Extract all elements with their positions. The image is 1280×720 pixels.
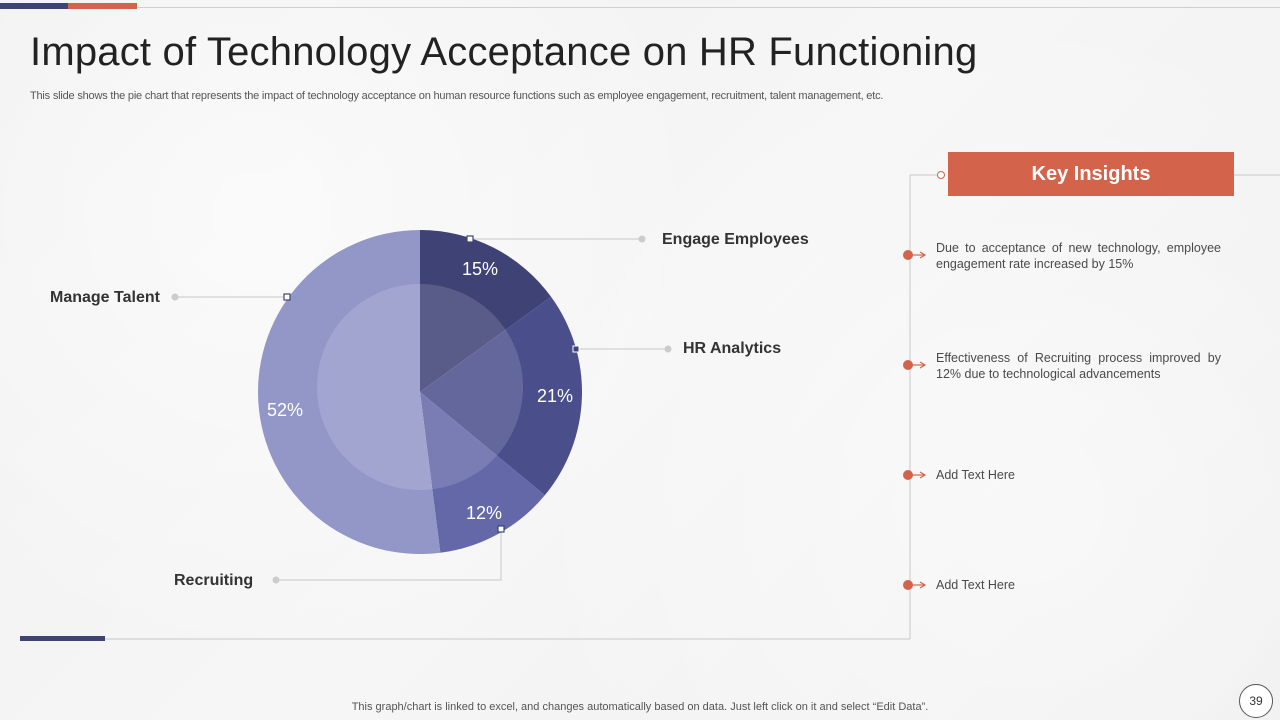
footer-note-text: This graph/chart is linked to excel, and… bbox=[351, 701, 929, 713]
pie-slices bbox=[258, 230, 582, 554]
pie-slice-recruiting[interactable] bbox=[420, 392, 545, 553]
label-recruiting: Recruiting bbox=[174, 572, 253, 589]
dot-recruiting bbox=[272, 576, 280, 584]
leader-markers bbox=[171, 235, 672, 584]
bullet-2-icon bbox=[903, 360, 927, 370]
top-bar-rule bbox=[137, 7, 1280, 8]
label-engage-employees: Engage Employees bbox=[662, 231, 809, 248]
pie-slice-engage-employees[interactable] bbox=[420, 230, 552, 392]
value-label-recruiting: 12% bbox=[466, 503, 502, 523]
footer-note: This graph/chart is linked to excel, and… bbox=[0, 701, 1280, 713]
dot-engage bbox=[638, 235, 646, 243]
page-title: Impact of Technology Acceptance on HR Fu… bbox=[30, 30, 978, 74]
insight-text-3[interactable]: Add Text Here bbox=[936, 468, 1015, 482]
top-bar-coral-segment bbox=[68, 3, 137, 9]
leader-lines bbox=[175, 238, 668, 581]
timeline-start-dot bbox=[937, 171, 945, 179]
value-label-talent: 52% bbox=[267, 400, 303, 420]
label-manage-talent: Manage Talent bbox=[50, 289, 161, 306]
pie-slice-hr-analytics[interactable] bbox=[420, 296, 582, 496]
page-number: 39 bbox=[1239, 684, 1273, 718]
top-bar-navy-segment bbox=[0, 3, 68, 9]
bullet-1-icon bbox=[903, 250, 927, 260]
page-subtitle: This slide shows the pie chart that repr… bbox=[30, 90, 884, 102]
marker-engage bbox=[466, 235, 474, 243]
bullet-3-icon bbox=[903, 470, 927, 480]
label-hr-analytics: HR Analytics bbox=[683, 340, 781, 357]
marker-recruiting bbox=[497, 525, 505, 533]
bottom-navy-accent bbox=[20, 636, 105, 641]
marker-hr bbox=[572, 345, 580, 353]
dot-talent bbox=[171, 293, 179, 301]
insight-text-2[interactable]: Effectiveness of Recruiting process impr… bbox=[936, 351, 1221, 381]
value-label-hr: 21% bbox=[537, 386, 573, 406]
leader-line-recruiting bbox=[276, 529, 502, 581]
top-accent-bar bbox=[0, 0, 1280, 9]
dot-hr bbox=[664, 345, 672, 353]
pie-inner-ring bbox=[317, 284, 523, 490]
insight-text-1[interactable]: Due to acceptance of new technology, emp… bbox=[936, 241, 1221, 271]
marker-talent bbox=[283, 293, 291, 301]
insight-text-4[interactable]: Add Text Here bbox=[936, 578, 1015, 592]
pie-slice-manage-talent[interactable] bbox=[258, 230, 441, 554]
key-insights-header: Key Insights bbox=[948, 152, 1234, 196]
value-label-engage: 15% bbox=[462, 259, 498, 279]
bullet-4-icon bbox=[903, 580, 927, 590]
